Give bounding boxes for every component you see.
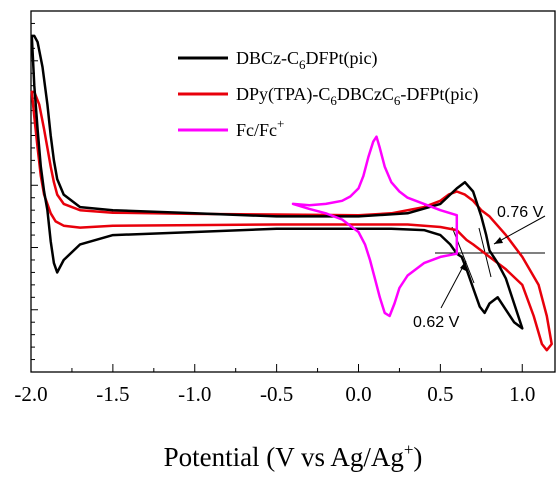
legend-text-part: 6 <box>330 93 337 108</box>
legend-text-part: -DFPt(pic) <box>400 84 478 105</box>
legend-text-part: Fc/Fc <box>236 120 277 140</box>
legend-text-part: DFPt(pic) <box>306 48 378 69</box>
legend-text-part: DBCz-C <box>236 48 299 68</box>
x-axis-tick-labels: -2.0 -1.5 -1.0 -0.5 0.0 0.5 1.0 <box>14 382 535 406</box>
x-axis-label: Potential (V vs Ag/Ag+) <box>164 440 423 472</box>
series-line-2 <box>291 135 459 318</box>
legend-label-dbcz: DBCz-C6DFPt(pic) <box>236 48 378 72</box>
x-tick-label: 0.0 <box>345 382 371 406</box>
legend-text-part: 6 <box>299 57 306 72</box>
annotation-label-076: 0.76 V <box>497 204 544 221</box>
x-tick-label: -2.0 <box>14 382 47 406</box>
x-tick-label: -0.5 <box>260 382 293 406</box>
x-tick-label: 1.0 <box>509 382 535 406</box>
x-tick-label: 0.5 <box>427 382 453 406</box>
legend-label-dpy: DPy(TPA)-C6DBCzC6-DFPt(pic) <box>236 84 478 108</box>
plot-frame <box>30 10 556 373</box>
annotation-arrow-076 <box>493 215 546 245</box>
annotation-arrowhead-076 <box>494 237 503 244</box>
series-layer <box>30 34 553 352</box>
series-line-1 <box>30 90 553 352</box>
annotation-label-062: 0.62 V <box>413 314 460 331</box>
annotations: 0.76 V 0.62 V <box>413 204 546 331</box>
series-line-0 <box>30 34 524 330</box>
legend-label-fc: Fc/Fc+ <box>236 116 284 140</box>
legend-text-part: DPy(TPA)-C <box>236 84 330 105</box>
x-tick-label: -1.5 <box>96 382 129 406</box>
legend: DBCz-C6DFPt(pic) DPy(TPA)-C6DBCzC6-DFPt(… <box>178 48 478 140</box>
legend-text-part: + <box>277 116 284 131</box>
x-axis-ticks <box>30 364 523 372</box>
annotation-arrowhead-062 <box>460 261 466 271</box>
x-tick-label: -1.0 <box>178 382 211 406</box>
legend-text-part: DBCzC <box>337 84 394 104</box>
legend-text-part: 6 <box>394 93 401 108</box>
